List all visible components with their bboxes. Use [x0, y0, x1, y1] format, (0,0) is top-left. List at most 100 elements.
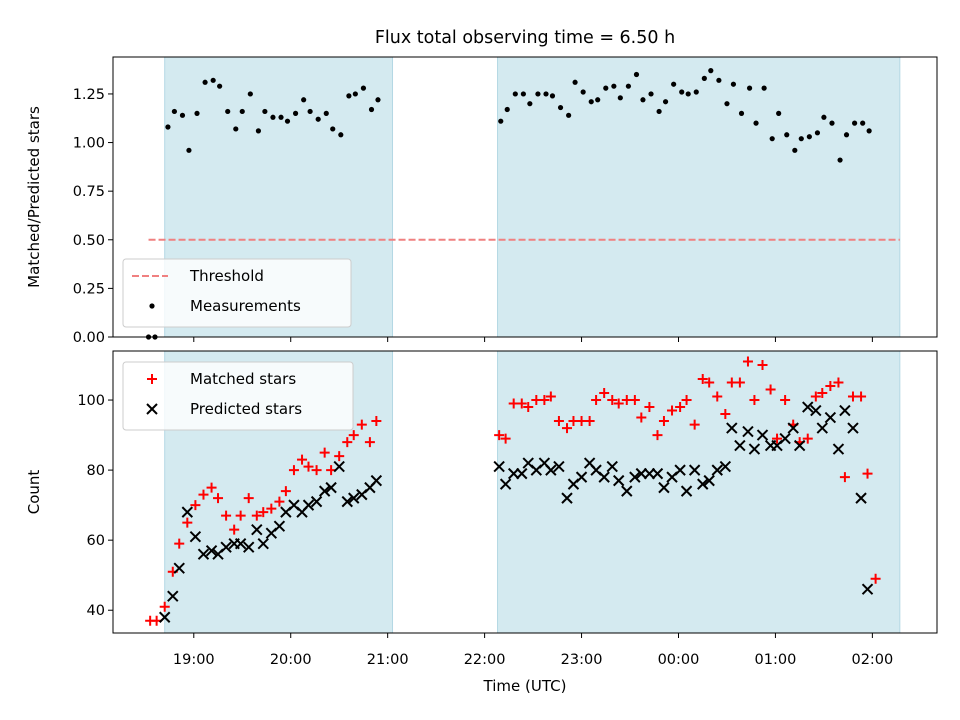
- data-point: [205, 544, 218, 557]
- data-point: [520, 91, 526, 97]
- data-point: [194, 110, 200, 116]
- data-point: [189, 530, 202, 543]
- x-tick-label: 00:00: [658, 652, 700, 668]
- data-point: [667, 405, 678, 416]
- data-point: [575, 471, 588, 483]
- x-tick-label: 21:00: [367, 652, 409, 668]
- data-point: [603, 85, 609, 91]
- data-point: [814, 130, 821, 136]
- data-point: [772, 433, 783, 444]
- data-point: [742, 356, 753, 367]
- data-point: [711, 464, 723, 476]
- data-point: [243, 541, 255, 553]
- data-point: [693, 89, 699, 95]
- data-point: [588, 99, 594, 105]
- data-point: [206, 482, 217, 493]
- data-point: [644, 402, 655, 413]
- data-point: [580, 89, 586, 95]
- y-tick-label: 100: [77, 393, 105, 409]
- data-point: [498, 118, 504, 124]
- data-point: [852, 120, 858, 126]
- legend: Matched stars Predicted stars: [122, 361, 354, 431]
- data-point: [255, 128, 262, 134]
- y-tick-label: 80: [87, 463, 105, 479]
- data-point: [704, 377, 715, 388]
- data-point: [493, 460, 505, 473]
- data-point: [817, 388, 828, 399]
- y-axis-label: Count: [25, 470, 43, 515]
- data-point: [621, 485, 633, 497]
- data-point: [234, 537, 247, 550]
- data-point: [545, 464, 557, 476]
- legend-box: [122, 258, 352, 328]
- data-point: [837, 157, 843, 163]
- data-point: [370, 474, 383, 487]
- data-point: [258, 507, 269, 518]
- data-point: [640, 97, 646, 103]
- y-tick-label: 40: [87, 603, 105, 619]
- data-point: [174, 538, 185, 549]
- data-point: [500, 433, 511, 444]
- y-axis-label: Matched/Predicted stars: [25, 106, 43, 288]
- x-tick-label: 22:00: [464, 652, 506, 668]
- data-point: [611, 83, 617, 89]
- data-point: [757, 360, 768, 371]
- legend-label: Matched stars: [190, 370, 296, 388]
- data-point: [545, 391, 556, 402]
- data-point: [671, 81, 677, 87]
- y-tick-label: 1.00: [73, 136, 105, 152]
- data-point: [179, 112, 186, 118]
- data-point: [833, 377, 844, 388]
- observing-window-shade: [497, 351, 900, 633]
- data-point: [761, 85, 767, 91]
- data-point: [648, 91, 654, 97]
- data-point: [535, 91, 541, 97]
- data-point: [270, 114, 276, 120]
- data-point: [165, 124, 171, 130]
- data-point: [341, 495, 353, 508]
- data-point: [716, 77, 722, 83]
- data-point: [273, 520, 286, 532]
- legend-swatch: [149, 303, 155, 309]
- data-point: [787, 422, 799, 434]
- data-point: [798, 136, 804, 142]
- y-tick-label: 1.25: [73, 87, 105, 103]
- data-point: [688, 464, 701, 476]
- data-point: [720, 409, 731, 420]
- x-axis-label: Time (UTC): [483, 677, 567, 695]
- data-point: [368, 106, 375, 113]
- data-point: [730, 81, 737, 87]
- data-point: [561, 492, 573, 504]
- data-point: [516, 398, 527, 409]
- data-point: [651, 467, 664, 480]
- axes-frame: [112, 56, 938, 338]
- data-point: [158, 611, 171, 623]
- data-point: [738, 110, 745, 116]
- data-point: [527, 101, 533, 107]
- data-point: [330, 126, 336, 132]
- x-tick-label: 20:00: [270, 652, 312, 668]
- data-point: [832, 443, 845, 455]
- data-point: [356, 419, 367, 430]
- data-point: [860, 120, 866, 126]
- data-point: [549, 93, 556, 99]
- data-point: [288, 465, 299, 476]
- series-matched-stars: [145, 356, 881, 626]
- data-point: [685, 91, 691, 97]
- data-point: [319, 447, 330, 458]
- data-point: [824, 411, 837, 424]
- data-point: [784, 132, 790, 138]
- legend-label: Threshold: [189, 267, 264, 285]
- x-tick-label: 01:00: [755, 652, 797, 668]
- data-point: [202, 79, 208, 85]
- chart-title: Flux total observing time = 6.50 h: [375, 28, 675, 48]
- data-point: [557, 104, 564, 111]
- data-point: [584, 416, 595, 427]
- data-point: [734, 439, 746, 452]
- legend-swatch: [146, 403, 158, 415]
- data-point: [656, 108, 662, 115]
- data-point: [159, 601, 170, 612]
- legend-label: Predicted stars: [190, 400, 302, 418]
- data-point: [855, 492, 867, 504]
- data-point: [334, 451, 345, 462]
